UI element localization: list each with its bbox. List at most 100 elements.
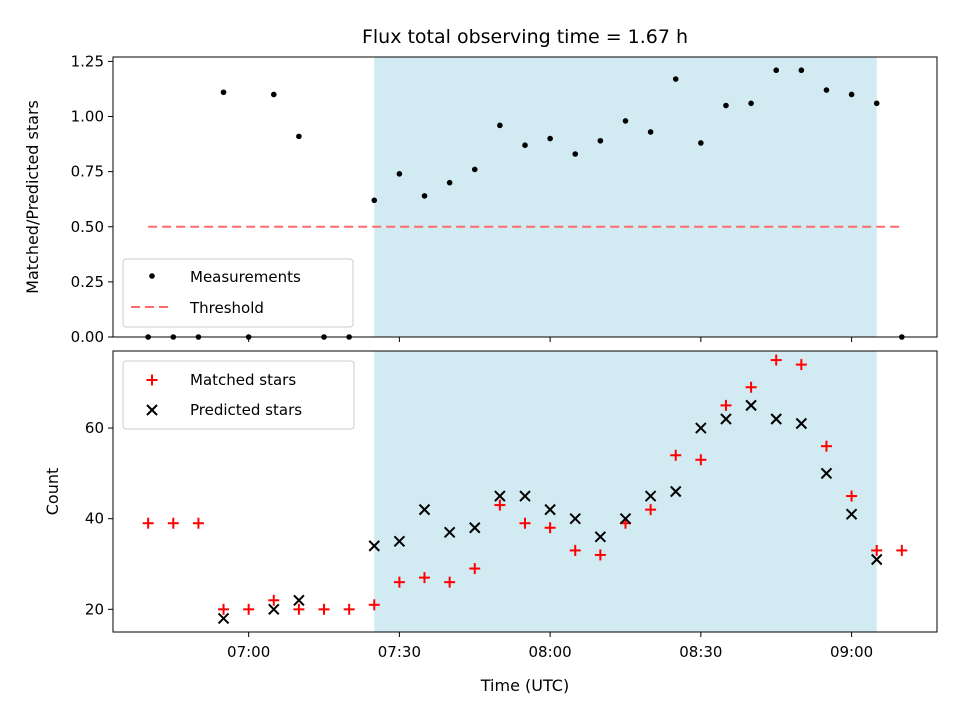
predicted-star-point <box>293 594 305 606</box>
predicted-star-point <box>393 535 406 548</box>
matched-star-point <box>243 603 255 615</box>
predicted-x-b <box>720 413 732 425</box>
matched-star-point <box>368 599 380 611</box>
bottom-panel: 20 40 60 07:00 07:30 08:00 08:30 09:00 Count T… <box>43 350 938 695</box>
legend-predicted-label: Predicted stars <box>190 401 302 419</box>
matched-star-point <box>896 544 908 556</box>
y-tick-label: 1.25 <box>71 52 104 70</box>
measurement-point <box>723 102 729 109</box>
bottom-observing-interval-shade <box>374 351 877 632</box>
measurement-point <box>672 76 679 82</box>
predicted-x-b <box>871 553 883 566</box>
y-tick-label: 40 <box>85 510 104 528</box>
matched-star-point <box>293 603 305 615</box>
predicted-star-point <box>443 526 456 538</box>
matched-star-point <box>594 549 606 561</box>
measurement-point <box>798 67 805 74</box>
predicted-star-point <box>544 503 556 516</box>
matched-star-point <box>695 454 707 466</box>
y-tick-label: 60 <box>85 419 104 437</box>
top-observing-interval-shade <box>374 57 877 337</box>
matched-star-point <box>142 517 154 529</box>
predicted-x-b <box>443 526 456 538</box>
predicted-star-point <box>871 553 883 566</box>
predicted-x-b <box>695 422 707 434</box>
predicted-x-b <box>544 503 556 516</box>
predicted-star-point <box>268 603 280 616</box>
matched-star-point <box>343 603 355 615</box>
predicted-star-point <box>569 512 581 525</box>
predicted-x-b <box>217 612 230 625</box>
predicted-x-b <box>670 485 682 498</box>
predicted-x-b <box>619 512 632 525</box>
legend-measurements-label: Measurements <box>190 268 301 286</box>
matched-star-point <box>519 517 531 529</box>
matched-star-point <box>268 594 280 606</box>
matched-star-point <box>167 517 179 529</box>
predicted-star-point <box>217 612 230 625</box>
bottom-y-axis-label: Count <box>43 468 62 516</box>
predicted-x-b <box>770 413 782 425</box>
y-tick-label: 20 <box>85 600 104 618</box>
matched-star-point <box>494 499 506 511</box>
bottom-axes-frame <box>112 350 938 633</box>
predicted-x-b <box>293 594 305 606</box>
predicted-star-point <box>418 503 431 516</box>
predicted-x-b <box>268 603 280 616</box>
matched-star-point <box>770 354 782 366</box>
bottom-legend: Matched stars Predicted stars <box>122 360 355 430</box>
y-tick-label: 0.50 <box>71 218 104 236</box>
matched-star-point <box>393 576 405 588</box>
measurement-point <box>396 171 403 177</box>
predicted-star-point <box>644 490 657 502</box>
measurement-point <box>220 89 227 96</box>
predicted-star-point <box>695 422 707 434</box>
y-tick-label: 0.25 <box>71 273 104 291</box>
measurement-point <box>748 100 754 107</box>
measurement-point <box>421 193 428 199</box>
bottom-plot-marks <box>142 354 908 625</box>
measurement-point <box>823 87 830 93</box>
matched-star-point <box>745 381 757 393</box>
predicted-x-b <box>519 490 531 502</box>
predicted-star-point <box>720 413 732 425</box>
matched-star-point <box>192 517 204 529</box>
chart-title: Flux total observing time = 1.67 h <box>362 26 688 48</box>
predicted-star-point <box>494 490 506 502</box>
top-y-axis-label: Matched/Predicted stars <box>23 100 42 294</box>
predicted-x-b <box>368 540 380 552</box>
measurement-point <box>270 91 277 98</box>
measurement-point <box>497 122 503 129</box>
measurement-point <box>446 179 453 186</box>
matched-star-point <box>419 572 431 584</box>
predicted-x-b <box>820 467 833 480</box>
predicted-x-b <box>569 512 581 525</box>
legend-measurement-marker <box>149 273 155 279</box>
predicted-star-point <box>368 540 380 552</box>
measurement-point <box>848 91 855 98</box>
measurement-point <box>647 129 654 135</box>
matched-star-point <box>318 603 330 615</box>
matched-star-point <box>846 490 858 502</box>
predicted-star-point <box>469 522 481 534</box>
matched-star-point <box>444 576 456 588</box>
matched-star-point <box>469 563 481 575</box>
predicted-x-b <box>795 417 808 430</box>
predicted-x-b <box>469 522 481 534</box>
bottom-x-axis-ticks: 07:00 07:30 08:00 08:30 09:00 <box>227 632 873 661</box>
measurement-point <box>622 118 629 124</box>
top-panel: 0.00 0.25 0.50 0.75 1.00 1.25 Matched/Predict… <box>23 52 938 346</box>
matched-star-point <box>871 544 883 556</box>
measurement-point <box>773 67 780 74</box>
predicted-x-b <box>393 535 406 548</box>
legend-matched-label: Matched stars <box>190 371 296 389</box>
predicted-x-b <box>494 490 506 502</box>
top-y-axis-ticks: 0.00 0.25 0.50 0.75 1.00 1.25 <box>71 52 113 346</box>
top-x-axis-ticks <box>248 337 853 342</box>
predicted-x-b <box>644 490 657 502</box>
matched-star-point <box>670 449 682 461</box>
measurement-point <box>296 133 302 140</box>
measurement-point <box>572 151 579 157</box>
legend-threshold-label: Threshold <box>189 299 264 317</box>
